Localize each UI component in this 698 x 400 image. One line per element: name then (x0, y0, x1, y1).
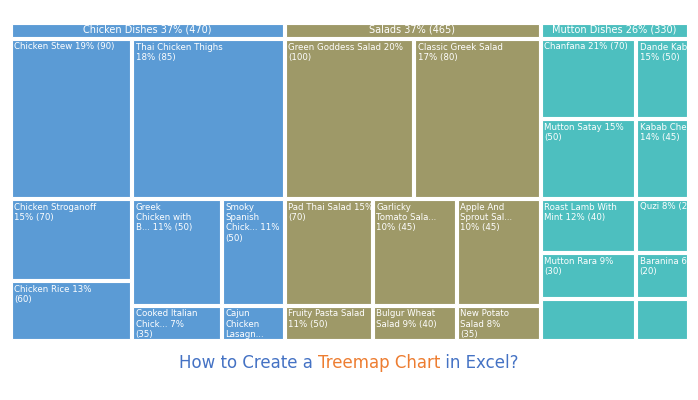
Bar (285, 306, 371, 338)
Bar (133, 306, 219, 338)
Bar (373, 306, 454, 338)
Text: Pad Thai Salad 15%
(70): Pad Thai Salad 15% (70) (288, 202, 373, 222)
Text: Quzi 8% (25): Quzi 8% (25) (639, 202, 695, 212)
Bar (637, 300, 687, 338)
Bar (542, 120, 634, 196)
Bar (223, 200, 283, 304)
Text: Baranina 6%
(20): Baranina 6% (20) (639, 256, 695, 276)
Text: Thai Chicken Thighs
18% (85): Thai Chicken Thighs 18% (85) (135, 42, 222, 62)
Text: Chicken Stew 19% (90): Chicken Stew 19% (90) (15, 42, 115, 52)
Text: Roast Lamb With
Mint 12% (40): Roast Lamb With Mint 12% (40) (544, 202, 617, 222)
Text: How to Create a: How to Create a (179, 354, 318, 372)
Text: Classic Greek Salad
17% (80): Classic Greek Salad 17% (80) (417, 42, 503, 62)
Bar (542, 40, 634, 116)
Text: New Potato
Salad 8%
(35): New Potato Salad 8% (35) (461, 310, 510, 339)
Text: Mutton Rara 9%
(30): Mutton Rara 9% (30) (544, 256, 614, 276)
Bar (11, 200, 130, 278)
Bar (415, 40, 538, 196)
Bar (285, 40, 412, 196)
Text: Mutton Dishes 26% (330): Mutton Dishes 26% (330) (552, 25, 676, 35)
Text: Salads 37% (465): Salads 37% (465) (369, 25, 455, 35)
Bar (457, 306, 538, 338)
Bar (542, 200, 634, 250)
Bar (637, 40, 687, 116)
Text: Fruity Pasta Salad
11% (50): Fruity Pasta Salad 11% (50) (288, 310, 365, 329)
Bar (542, 254, 634, 296)
Bar (637, 254, 687, 296)
Text: Cooked Italian
Chick... 7%
(35): Cooked Italian Chick... 7% (35) (135, 310, 197, 339)
Text: Bulgur Wheat
Salad 9% (40): Bulgur Wheat Salad 9% (40) (376, 310, 437, 329)
Bar (373, 200, 454, 304)
Text: Chicken Rice 13%
(60): Chicken Rice 13% (60) (15, 284, 92, 304)
Text: Chicken Dishes 37% (470): Chicken Dishes 37% (470) (83, 25, 211, 35)
Text: Mutton Satay 15%
(50): Mutton Satay 15% (50) (544, 122, 624, 142)
Text: Cajun
Chicken
Lasagn...
6% (30): Cajun Chicken Lasagn... 6% (30) (225, 310, 264, 350)
Text: Chicken Stroganoff
15% (70): Chicken Stroganoff 15% (70) (15, 202, 96, 222)
Bar (285, 200, 371, 304)
Text: Chanfana 21% (70): Chanfana 21% (70) (544, 42, 628, 52)
Text: Green Goddess Salad 20%
(100): Green Goddess Salad 20% (100) (288, 42, 403, 62)
Bar (11, 282, 130, 338)
Text: Kabab Chenjeh
14% (45): Kabab Chenjeh 14% (45) (639, 122, 698, 142)
Bar (542, 300, 634, 338)
Bar (457, 200, 538, 304)
Text: in Excel?: in Excel? (440, 354, 519, 372)
Bar (542, 24, 687, 36)
Bar (11, 24, 283, 36)
Bar (637, 200, 687, 250)
Bar (285, 24, 538, 36)
Text: Smoky
Spanish
Chick... 11%
(50): Smoky Spanish Chick... 11% (50) (225, 202, 279, 243)
Bar (133, 200, 219, 304)
Text: Dande Kabab
15% (50): Dande Kabab 15% (50) (639, 42, 697, 62)
Text: Apple And
Sprout Sal...
10% (45): Apple And Sprout Sal... 10% (45) (461, 202, 512, 232)
Text: Garlicky
Tomato Sala...
10% (45): Garlicky Tomato Sala... 10% (45) (376, 202, 437, 232)
Text: Treemap Chart: Treemap Chart (318, 354, 440, 372)
Text: Greek
Chicken with
B... 11% (50): Greek Chicken with B... 11% (50) (135, 202, 192, 232)
Bar (133, 40, 283, 196)
Bar (637, 120, 687, 196)
Bar (11, 40, 130, 196)
Bar (223, 306, 283, 338)
